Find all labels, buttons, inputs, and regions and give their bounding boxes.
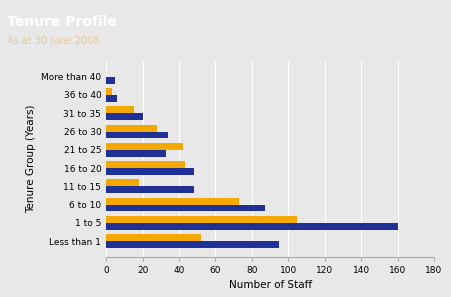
Text: Tenure Profile: Tenure Profile [7,15,116,29]
Bar [106,198,239,205]
Bar [106,143,182,150]
Bar [106,132,168,138]
Bar [106,223,396,230]
Bar [106,88,111,95]
Bar [106,124,157,132]
Bar [106,205,264,211]
Bar [106,77,115,84]
Bar [106,150,166,157]
Bar [106,186,193,193]
Bar [106,179,139,186]
Bar [106,106,133,113]
Bar [106,113,143,120]
Bar [106,234,200,241]
Bar [106,95,117,102]
Bar [106,241,279,248]
Bar [106,161,184,168]
X-axis label: Number of Staff: Number of Staff [228,280,311,290]
Bar [106,168,193,175]
Bar [106,216,297,223]
Text: As at 30 June 2008: As at 30 June 2008 [7,37,99,46]
Y-axis label: Tenure Group (Years): Tenure Group (Years) [26,105,36,213]
